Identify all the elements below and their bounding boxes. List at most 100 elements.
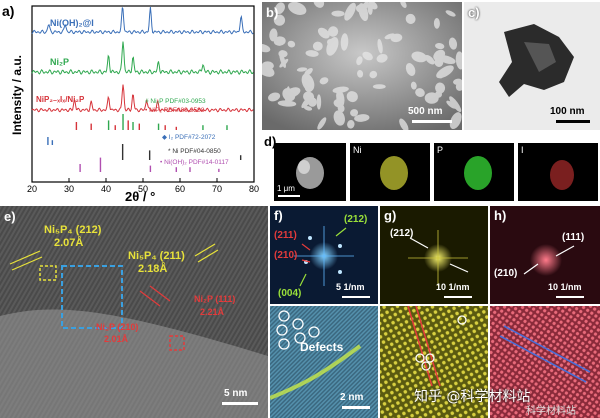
- sem-particle: [376, 53, 388, 63]
- panel-g-fft: g) (212) 10 1/nm: [380, 206, 488, 304]
- sem-particle: [273, 36, 286, 46]
- fft-pattern: [490, 206, 600, 304]
- panel-c-label: c): [468, 5, 480, 20]
- sem-particle: [384, 33, 396, 40]
- ref-i2: ◆ I₂ PDF#72-2072: [162, 134, 216, 141]
- scale-bar-label: 500 nm: [408, 106, 443, 117]
- sem-particle: [449, 112, 462, 130]
- eds-ni-label: Ni: [353, 145, 362, 155]
- series-label-ni2p: Ni₂P: [50, 57, 70, 67]
- xrd-trace-0: [31, 6, 254, 35]
- watermark-weibo: 科学材料站: [526, 406, 576, 417]
- sem-particle: [332, 86, 349, 94]
- sem-particle: [331, 10, 345, 17]
- sem-particle: [377, 38, 383, 54]
- sem-particle: [400, 2, 407, 8]
- sem-particle: [333, 98, 344, 108]
- panel-d-eds-maps: d) 1 μm Ni P I: [262, 133, 600, 203]
- sem-particle: [274, 7, 283, 15]
- fft-pattern: [380, 206, 488, 304]
- scale-bar: [556, 296, 584, 298]
- sem-particle: [344, 2, 356, 21]
- sem-particle: [313, 2, 325, 8]
- panel-d-label: d): [264, 134, 277, 149]
- sem-particle: [350, 109, 359, 117]
- sem-particle: [435, 82, 446, 94]
- sem-particle: [291, 2, 298, 10]
- hrtem-texture: [0, 206, 268, 418]
- sem-particle: [424, 92, 439, 104]
- sem-particle: [435, 43, 445, 50]
- watermark-zhihu: 知乎 @科学材料站: [414, 389, 531, 405]
- sem-particle: [372, 84, 386, 89]
- panel-e-hrtem-image: e) Ni₅P₄ (212) 2.07Å Ni₅P₄ (211) 2.18Å N…: [0, 206, 268, 418]
- sem-particle: [301, 73, 315, 92]
- sem-particle: [340, 33, 349, 51]
- panel-g-label: g): [384, 208, 397, 223]
- series-label-composite: NiP₂₋ₓIₓ/Ni₂P: [36, 95, 85, 104]
- panel-h-fft: h) (111) (210) 10 1/nm: [490, 206, 600, 304]
- x-tick-label-20: 20: [27, 184, 37, 194]
- spot-210: (210): [494, 268, 518, 279]
- series-label-nioh2: Ni(OH)₂@I: [50, 18, 94, 28]
- sem-particle: [273, 14, 286, 26]
- fft-pattern: [270, 206, 378, 304]
- scale-bar-label: 1 μm: [277, 184, 295, 193]
- sem-particle: [316, 94, 322, 110]
- spot-111: (111): [562, 232, 585, 243]
- annotation-ni5p4-212-d: 2.07Å: [54, 237, 84, 249]
- annotation-ni5p4-211-d: 2.18Å: [138, 263, 168, 275]
- sem-particle: [356, 56, 363, 66]
- ref-nip2: • NiP₂ PDF#89-2588: [145, 107, 205, 114]
- sem-texture: [262, 2, 462, 130]
- xrd-trace-1: [31, 41, 254, 75]
- eds-ni-map: Ni: [350, 143, 430, 201]
- annotation-ni2p-111-d: 2.21Å: [200, 307, 225, 317]
- sem-particle: [405, 63, 416, 76]
- y-axis-label: Intensity / a.u.: [10, 55, 24, 136]
- scale-bar-label: 5 1/nm: [336, 282, 365, 292]
- panel-e-label: e): [4, 209, 16, 224]
- sem-particle: [333, 110, 345, 126]
- x-tick-label-80: 80: [249, 184, 259, 194]
- scale-bar-label: 2 nm: [340, 392, 364, 403]
- ref-ni: * Ni PDF#04-0850: [168, 148, 221, 155]
- sem-particle: [347, 120, 355, 129]
- panel-g-hrtem: [380, 306, 488, 418]
- scale-bar-label: 10 1/nm: [548, 282, 582, 292]
- sem-particle: [438, 55, 456, 65]
- sem-particle: [305, 50, 319, 57]
- xrd-trace-2: [31, 84, 254, 113]
- sem-particle: [346, 91, 358, 103]
- scale-bar-label: 5 nm: [224, 388, 248, 399]
- sem-particle: [317, 117, 327, 130]
- sem-particle: [268, 92, 281, 102]
- eds-i-map: I: [518, 143, 598, 201]
- sem-particle: [362, 51, 373, 61]
- panel-f-label: f): [274, 208, 283, 223]
- sem-particle: [262, 43, 271, 53]
- panel-c-tem-image: c) 100 nm: [464, 2, 600, 130]
- sem-particle: [279, 52, 286, 68]
- sem-particle: [361, 2, 369, 12]
- ref-ni2p: # Ni₂P PDF#03-0953: [145, 98, 206, 105]
- scale-bar: [342, 406, 370, 409]
- spot-210: (210): [274, 250, 298, 261]
- sem-particle: [319, 77, 329, 85]
- sem-particle: [326, 37, 339, 56]
- sem-particle: [411, 51, 427, 63]
- panel-f-hrtem-defects: Defects 2 nm: [270, 306, 378, 418]
- sem-particle: [262, 61, 274, 70]
- scale-bar: [222, 402, 258, 405]
- sem-particle: [367, 2, 373, 15]
- annotation-ni5p4-212: Ni₅P₄ (212): [44, 224, 102, 236]
- sem-particle: [357, 70, 364, 78]
- scale-bar: [412, 120, 452, 123]
- lattice-image: [490, 306, 600, 418]
- panel-a-label: a): [2, 3, 15, 19]
- panel-b-label: b): [266, 5, 279, 20]
- sem-particle: [287, 40, 296, 48]
- panel-h-label: h): [494, 208, 507, 223]
- spot-211: (211): [274, 230, 297, 241]
- tem-particle: [464, 2, 600, 130]
